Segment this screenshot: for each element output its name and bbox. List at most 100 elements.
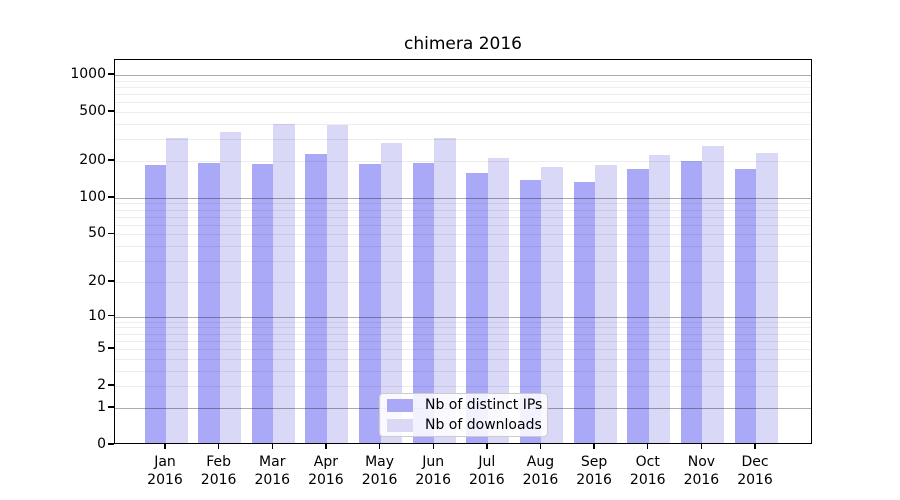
gridline-minor-2 [115, 386, 811, 388]
bar-distinct-ips-jun [412, 163, 435, 443]
x-tick-month: Jul [478, 454, 496, 470]
x-tick-mark-dec [754, 444, 756, 449]
y-tick-label-10: 10 [88, 307, 106, 324]
y-tick-mark-10 [108, 314, 114, 317]
x-tick-mark-nov [700, 444, 703, 449]
gridline-major-10 [115, 316, 811, 318]
legend-swatch-downloads [387, 418, 413, 432]
bar-distinct-ips-mar [251, 163, 274, 443]
x-tick-month: May [365, 454, 395, 470]
bar-distinct-ips-dec [734, 169, 757, 443]
x-tick-month: Jan [154, 454, 176, 470]
x-tick-year: 2016 [469, 472, 505, 488]
bar-downloads-jan [166, 137, 188, 443]
y-tick-label-200: 200 [79, 152, 106, 169]
gridline-minor-9 [115, 321, 811, 323]
bar-downloads-sep [595, 165, 617, 443]
y-tick-mark-0 [108, 443, 114, 445]
x-tick-year: 2016 [737, 472, 773, 488]
gridline-minor-90 [115, 203, 811, 205]
gridline-major-100 [115, 197, 811, 199]
x-tick-month: Feb [206, 454, 232, 470]
x-tick-year: 2016 [629, 472, 666, 488]
gridline-minor-700 [115, 94, 811, 96]
gridline-minor-4 [115, 358, 811, 360]
y-tick-label-20: 20 [88, 272, 106, 289]
bar-distinct-ips-may [359, 164, 381, 443]
gridline-minor-900 [115, 80, 811, 82]
bar-downloads-may [380, 143, 403, 443]
bar-downloads-jun [434, 137, 456, 443]
gridline-minor-20 [115, 281, 811, 283]
legend-item-distinct-ips: Nb of distinct IPs [380, 397, 547, 414]
x-tick-month: Oct [635, 454, 660, 470]
bar-distinct-ips-aug [519, 180, 542, 443]
y-tick-mark-50 [108, 232, 114, 235]
y-tick-label-1000: 1000 [70, 66, 106, 83]
bar-downloads-apr [326, 125, 349, 443]
x-tick-month: Nov [687, 454, 716, 470]
legend: Nb of distinct IPs Nb of downloads [379, 393, 548, 437]
legend-label-distinct-ips: Nb of distinct IPs [425, 396, 543, 413]
x-tick-year: 2016 [522, 472, 559, 488]
y-tick-mark-5 [108, 347, 114, 349]
y-tick-mark-200 [108, 159, 114, 161]
x-tick-label-mar: Mar 2016 [240, 453, 304, 489]
x-tick-mark-mar [271, 444, 273, 449]
y-tick-label-500: 500 [79, 103, 106, 120]
x-tick-mark-apr [325, 444, 327, 449]
x-tick-label-dec: Dec 2016 [723, 453, 787, 489]
y-tick-mark-100 [108, 196, 114, 198]
y-tick-mark-2 [108, 384, 114, 386]
gridline-minor-30 [115, 261, 811, 263]
x-tick-mark-jan [164, 444, 166, 449]
bar-distinct-ips-oct [627, 169, 649, 443]
x-tick-mark-oct [647, 444, 649, 449]
y-tick-label-0: 0 [97, 436, 106, 452]
gridline-minor-400 [115, 124, 811, 126]
bar-distinct-ips-feb [198, 162, 220, 443]
gridline-major-1000 [115, 75, 811, 77]
x-tick-month: Mar [259, 454, 286, 470]
x-tick-year: 2016 [254, 472, 291, 488]
x-tick-mark-jul [486, 444, 488, 449]
gridline-minor-8 [115, 327, 811, 329]
x-tick-label-nov: Nov 2016 [669, 453, 733, 489]
x-tick-label-jan: Jan 2016 [133, 453, 197, 489]
x-tick-label-oct: Oct 2016 [616, 453, 680, 489]
gridline-minor-300 [115, 139, 811, 141]
x-tick-year: 2016 [415, 472, 451, 488]
x-tick-label-sep: Sep 2016 [562, 453, 626, 489]
legend-label-downloads: Nb of downloads [425, 416, 542, 433]
plot-area [114, 59, 812, 444]
x-tick-year: 2016 [200, 472, 237, 488]
bar-downloads-mar [273, 124, 295, 443]
gridline-minor-40 [115, 246, 811, 248]
y-tick-label-50: 50 [88, 225, 106, 242]
bar-downloads-feb [219, 131, 242, 443]
y-tick-mark-1 [108, 406, 114, 408]
gridline-minor-200 [115, 161, 811, 163]
x-tick-mark-may [378, 444, 381, 449]
x-tick-year: 2016 [147, 472, 183, 488]
x-tick-year: 2016 [361, 472, 398, 488]
x-tick-year: 2016 [683, 472, 720, 488]
bar-distinct-ips-nov [680, 160, 703, 443]
gridline-minor-600 [115, 102, 811, 104]
y-tick-mark-20 [108, 280, 114, 282]
y-tick-label-5: 5 [97, 340, 106, 357]
x-tick-month: Jun [422, 454, 445, 470]
x-tick-label-apr: Apr 2016 [294, 453, 358, 489]
gridline-minor-70 [115, 216, 811, 218]
x-tick-year: 2016 [576, 472, 612, 488]
bar-downloads-aug [541, 166, 563, 443]
bar-distinct-ips-jan [144, 165, 166, 443]
x-tick-month: Apr [313, 454, 339, 470]
gridline-minor-3 [115, 370, 811, 372]
bar-distinct-ips-apr [305, 153, 327, 443]
x-tick-label-jul: Jul 2016 [455, 453, 519, 489]
bar-downloads-nov [702, 146, 724, 443]
x-tick-mark-jun [432, 444, 434, 449]
bar-downloads-oct [648, 154, 671, 443]
